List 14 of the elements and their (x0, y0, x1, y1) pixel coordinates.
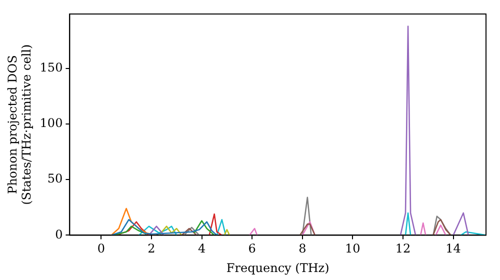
y-tick-label: 50 (47, 172, 63, 186)
x-tick-label: 2 (148, 242, 156, 256)
x-tick-label: 4 (198, 242, 206, 256)
x-tick-label: 6 (248, 242, 256, 256)
x-tick-label: 0 (97, 242, 105, 256)
y-tick-label: 150 (40, 60, 63, 75)
x-tick-label: 8 (298, 242, 306, 256)
y-tick-label: 0 (55, 227, 63, 242)
y-tick-label: 100 (40, 116, 63, 130)
x-tick-label: 14 (446, 242, 462, 256)
y-axis-title: Phonon projected DOS (States/THz·primitive cell) (5, 44, 34, 205)
x-tick-label: 12 (395, 242, 411, 256)
x-tick-label: 10 (345, 242, 360, 256)
x-axis-title: Frequency (THz) (226, 260, 330, 275)
